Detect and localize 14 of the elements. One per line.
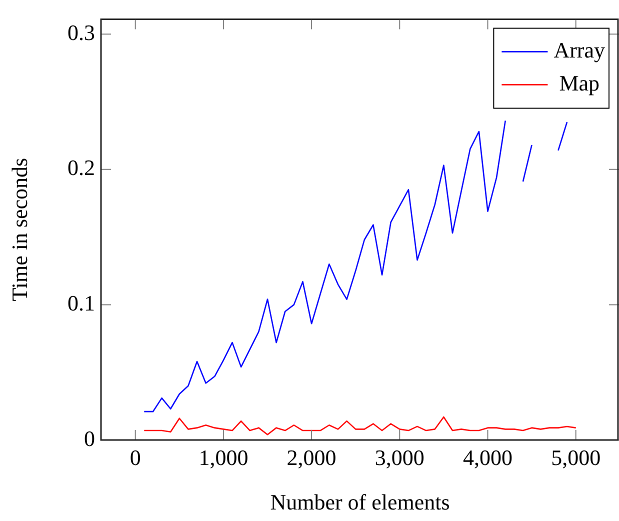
- y-tick-label: 0.2: [68, 155, 95, 180]
- y-tick-label: 0: [84, 426, 95, 451]
- x-axis-title: Number of elements: [270, 490, 450, 515]
- legend-label: Array: [554, 37, 606, 62]
- x-tick-label: 5,000: [551, 444, 601, 470]
- x-tick-label: 0: [130, 444, 141, 470]
- y-tick-label: 0.3: [68, 20, 95, 45]
- x-tick-label: 1,000: [198, 444, 248, 470]
- y-tick-label: 0.1: [68, 290, 95, 316]
- x-tick-label: 2,000: [286, 444, 336, 470]
- legend-label: Map: [559, 70, 600, 96]
- x-tick-label: 4,000: [462, 444, 512, 470]
- x-tick-label: 3,000: [374, 444, 424, 470]
- y-axis-title: Time in seconds: [6, 158, 32, 302]
